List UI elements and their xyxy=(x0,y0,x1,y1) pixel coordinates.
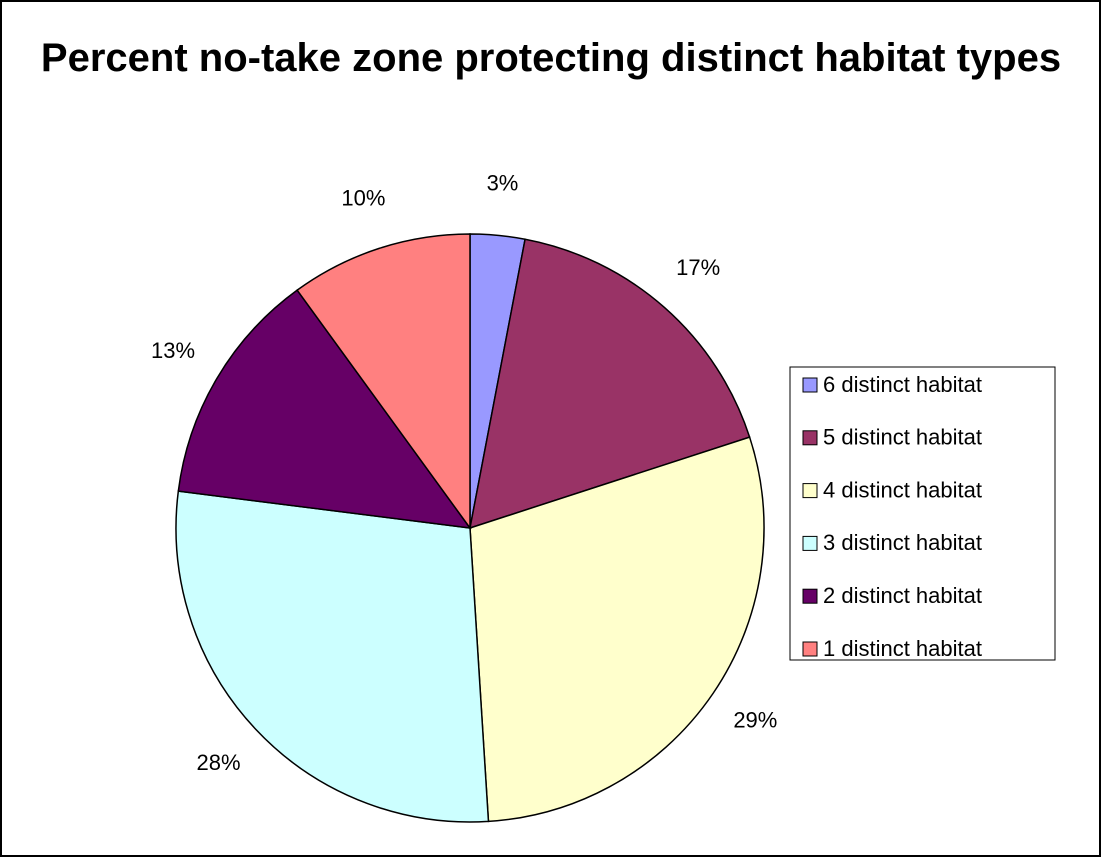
legend-label: 5 distinct habitat xyxy=(823,425,982,450)
data-label: 28% xyxy=(196,750,240,775)
legend-box xyxy=(789,366,1056,661)
data-label: 3% xyxy=(487,170,519,195)
data-label: 13% xyxy=(151,338,195,363)
pie-slice xyxy=(469,238,751,530)
legend-swatch xyxy=(802,641,818,657)
legend-swatch xyxy=(802,377,818,393)
legend-label: 3 distinct habitat xyxy=(823,530,982,555)
chart-title: Percent no-take zone protecting distinct… xyxy=(40,36,1062,80)
data-label: 10% xyxy=(341,186,385,211)
legend-swatch xyxy=(802,430,818,446)
legend-swatch xyxy=(802,535,818,551)
legend-label: 4 distinct habitat xyxy=(823,477,982,502)
pie-slice xyxy=(177,289,472,529)
legend-label: 2 distinct habitat xyxy=(823,583,982,608)
pie-slice xyxy=(469,436,765,823)
data-label: 17% xyxy=(676,255,720,280)
legend-label: 1 distinct habitat xyxy=(823,636,982,661)
pie-slice xyxy=(296,233,471,531)
legend-label: 6 distinct habitat xyxy=(823,372,982,397)
legend-swatch xyxy=(802,588,818,604)
pie-slice xyxy=(175,490,490,823)
data-label: 29% xyxy=(733,708,777,733)
legend-swatch xyxy=(802,483,818,499)
